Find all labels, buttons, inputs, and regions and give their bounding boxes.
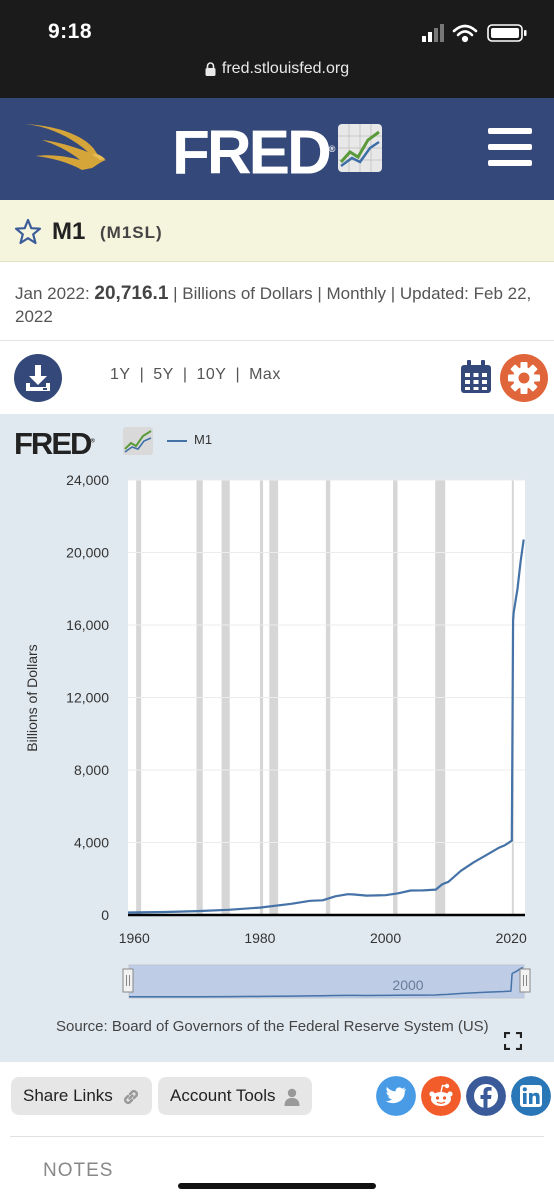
range-1y[interactable]: 1Y [110, 366, 131, 383]
chart-logo-icon [338, 124, 382, 172]
y-tick-label-0: 0 [101, 907, 109, 923]
navigator-label: 2000 [392, 977, 423, 993]
divider [10, 1136, 544, 1137]
lock-icon [205, 62, 216, 76]
twitter-button[interactable] [376, 1076, 416, 1116]
series-id: (M1SL) [100, 223, 163, 242]
graph-logo-chart-icon [123, 427, 153, 455]
y-tick-label-1: 4,000 [74, 835, 109, 851]
y-axis-label: Billions of Dollars [24, 644, 40, 751]
download-icon [26, 365, 50, 391]
settings-button[interactable] [500, 354, 548, 402]
linkedin-button[interactable] [511, 1076, 551, 1116]
share-links-button[interactable]: Share Links [11, 1077, 152, 1115]
series-units: | Billions of Dollars | Monthly | Update… [173, 284, 469, 303]
signal-icon [422, 24, 444, 42]
x-tick-label-0: 1960 [119, 930, 150, 946]
status-time: 9:18 [48, 20, 93, 43]
graph-fred-logo: FRED® [14, 426, 95, 462]
status-icons [422, 24, 527, 43]
status-bar: 9:18 [0, 0, 554, 52]
download-button[interactable] [14, 354, 62, 402]
navigator-handle-left[interactable] [122, 968, 134, 993]
y-tick-label-3: 12,000 [66, 690, 109, 706]
series-title-bar: M1 (M1SL) [0, 200, 554, 262]
graph-panel: FRED® M1 0 4,000 8,000 12,000 16,000 20,000 24… [0, 414, 554, 1062]
graph-brand-text: FRED [14, 426, 92, 461]
y-tick-label-6: 24,000 [66, 472, 109, 488]
fred-wordmark[interactable]: FRED® [172, 116, 335, 187]
date-range-selector: 1Y | 5Y | 10Y | Max [110, 366, 281, 383]
observation-value: 20,716.1 [94, 283, 169, 304]
x-tick-label-1: 1980 [244, 930, 275, 946]
source-note: Source: Board of Governors of the Federa… [56, 1018, 489, 1035]
facebook-button[interactable] [466, 1076, 506, 1116]
eagle-logo-icon[interactable] [22, 118, 112, 178]
url-text: fred.stlouisfed.org [221, 60, 350, 77]
series-meta: Jan 2022: 20,716.1 | Billions of Dollars… [15, 282, 545, 328]
star-icon[interactable] [14, 218, 42, 246]
site-header: FRED® [0, 98, 554, 200]
range-10y[interactable]: 10Y [196, 366, 227, 383]
y-tick-label-4: 16,000 [66, 617, 109, 633]
series-title: M1 [52, 218, 86, 245]
observation-date: Jan 2022: [15, 284, 90, 303]
registered-mark: ® [328, 144, 336, 154]
linkedin-icon [522, 1087, 540, 1104]
calendar-icon[interactable] [460, 360, 492, 394]
battery-icon [487, 24, 527, 42]
facebook-icon [480, 1086, 492, 1109]
legend-label: M1 [194, 432, 213, 447]
y-tick-label-5: 20,000 [66, 545, 109, 561]
fullscreen-icon[interactable] [504, 1032, 522, 1050]
x-tick-label-2: 2000 [370, 930, 401, 946]
menu-icon[interactable] [488, 128, 532, 168]
wifi-icon [452, 24, 478, 43]
user-icon [284, 1088, 300, 1106]
share-links-label: Share Links [23, 1086, 113, 1105]
link-icon [123, 1089, 138, 1104]
graph-registered-mark: ® [90, 438, 95, 445]
navigator-series-line [129, 966, 524, 998]
m1-line-chart[interactable]: 0 4,000 8,000 12,000 16,000 20,000 24,000 1960… [0, 414, 554, 1062]
account-tools-label: Account Tools [170, 1086, 276, 1105]
navigator-selection[interactable] [129, 965, 524, 998]
range-max[interactable]: Max [249, 366, 281, 383]
twitter-icon [385, 1087, 406, 1104]
gear-icon [508, 362, 540, 394]
updated-date: Feb 22, 2022 [15, 284, 532, 326]
url-bar[interactable]: fred.stlouisfed.org [0, 52, 554, 98]
y-tick-label-2: 8,000 [74, 762, 109, 778]
range-5y[interactable]: 5Y [153, 366, 174, 383]
reddit-icon [429, 1083, 453, 1106]
legend-swatch [167, 440, 187, 442]
navigator-handle-right[interactable] [519, 968, 531, 993]
series-line-m1 [127, 539, 525, 914]
home-indicator [178, 1183, 376, 1189]
notes-heading: NOTES [43, 1160, 114, 1181]
account-tools-button[interactable]: Account Tools [158, 1077, 313, 1115]
reddit-button[interactable] [421, 1076, 461, 1116]
divider [0, 340, 554, 341]
x-tick-label-3: 2020 [496, 930, 527, 946]
brand-text: FRED [172, 118, 332, 188]
